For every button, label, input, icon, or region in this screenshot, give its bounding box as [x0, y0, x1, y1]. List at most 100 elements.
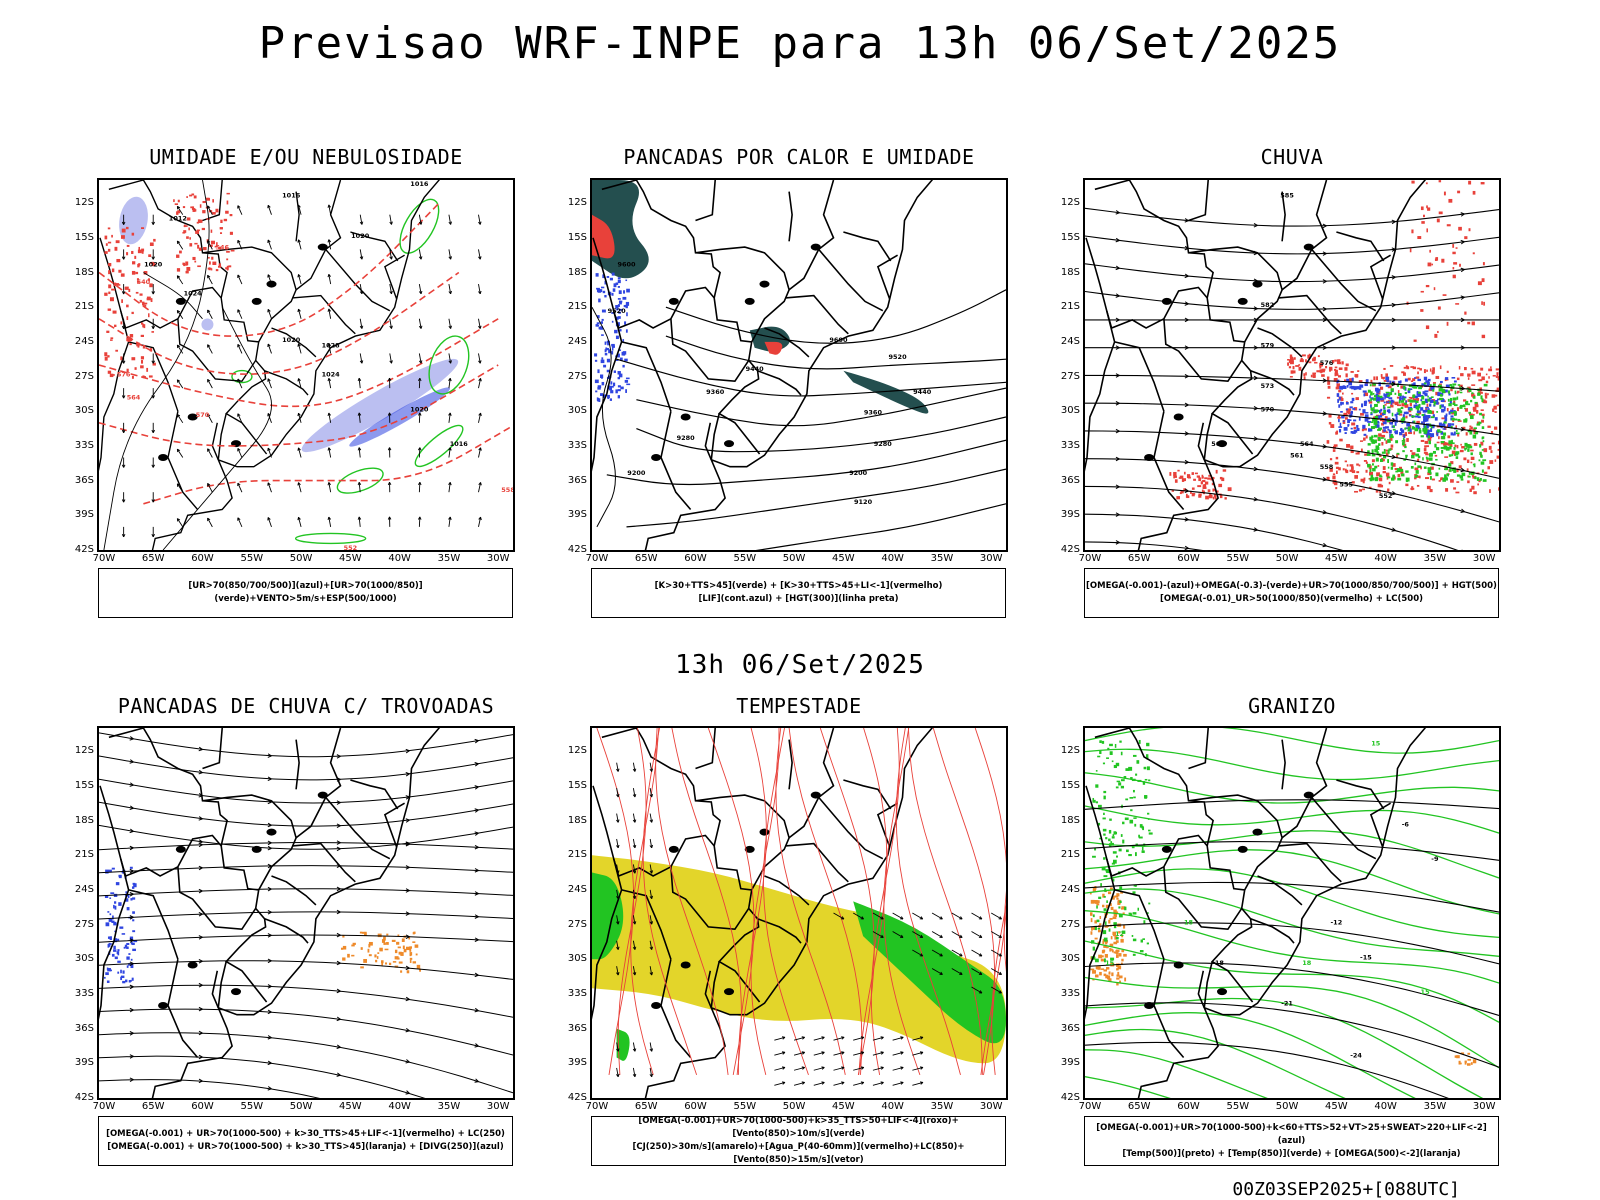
contour-label: 15 [1371, 739, 1381, 747]
rain-shading-red [1456, 445, 1459, 449]
rain-shading-red [1290, 370, 1294, 374]
rain-shading-red [1462, 426, 1466, 430]
rain-shading-blue [1428, 397, 1432, 400]
wind-vector [478, 283, 482, 295]
boundary-line [383, 802, 406, 848]
lifted-index-contour-blue [604, 294, 607, 298]
divergence-shading-blue [132, 882, 136, 885]
rain-shading-green [1412, 400, 1416, 403]
rain-shading-red [1481, 413, 1485, 417]
lake [810, 243, 821, 251]
rain-shading-blue [1389, 380, 1392, 385]
thunderstorm-shading-orange [400, 952, 404, 956]
wind-vector [971, 986, 983, 994]
wind-vector [971, 931, 983, 938]
rain-shading-blue [1347, 419, 1350, 424]
lifted-index-contour-blue [604, 349, 607, 353]
rain-shading-green [1472, 463, 1476, 466]
rain-shading-red [1427, 437, 1432, 441]
lon-tick-label: 60W [1177, 553, 1200, 564]
streamline-arrowhead [474, 844, 479, 850]
rain-shading-red [1303, 376, 1306, 380]
omega-shading-orange [1113, 941, 1118, 945]
thickness-contour-red [141, 248, 145, 252]
rain-shading-red [1471, 485, 1475, 490]
rain-shading-green [1415, 453, 1420, 457]
rain-shading-blue [1365, 379, 1369, 383]
rain-shading-red [1194, 472, 1198, 475]
rain-shading-red [1346, 444, 1351, 448]
streamline-arrowhead [474, 762, 479, 767]
temp-850-contour [1115, 831, 1118, 835]
lon-tick-label: 65W [141, 1101, 165, 1112]
divergence-shading-blue [119, 926, 124, 929]
rain-shading-blue [1445, 384, 1450, 388]
streamline-arrowhead [1460, 426, 1465, 432]
divergence-shading-blue [125, 891, 128, 894]
rain-shading-red [1458, 366, 1461, 370]
lifted-index-contour-blue [610, 382, 613, 385]
rain-shading-green [1403, 398, 1406, 401]
temp-850-contour [1098, 896, 1102, 900]
rain-shading-red [1433, 287, 1436, 291]
rain-shading-green [1481, 469, 1484, 473]
rain-shading-red [1431, 478, 1435, 481]
thickness-contour-red [104, 356, 108, 361]
lat-tick-label: 12S [567, 745, 587, 757]
thickness-contour-red [137, 344, 140, 348]
rain-shading-blue [1450, 415, 1454, 418]
divergence-shading-blue [111, 953, 115, 957]
lon-tick-label: 35W [1423, 553, 1447, 564]
rain-shading-red [1466, 468, 1469, 472]
rain-shading-green [1372, 383, 1376, 386]
wind-vector [649, 966, 654, 976]
rain-shading-green [1464, 447, 1468, 450]
omega-shading-orange [1094, 920, 1098, 924]
temp-500-contour [1085, 881, 1499, 913]
temp-850-contour [1109, 743, 1113, 747]
rain-shading-red [1360, 412, 1364, 416]
rain-shading-green [1476, 477, 1480, 481]
rain-shading-green [1483, 383, 1488, 387]
rain-shading-green [1394, 392, 1397, 395]
rain-shading-green [1459, 475, 1464, 479]
lifted-index-contour-blue [602, 274, 605, 279]
rain-shading-red [1408, 396, 1413, 399]
rain-shading-red [1412, 378, 1416, 382]
rain-shading-red [1411, 452, 1416, 456]
rain-shading-red [1219, 494, 1223, 499]
rain-shading-red [1185, 495, 1190, 498]
contour-label: 9280 [874, 440, 893, 448]
rain-shading-red [1358, 380, 1363, 383]
streamline-arrowhead [1322, 279, 1327, 284]
streamline-arrowhead [129, 892, 134, 897]
rain-shading-red [1426, 445, 1430, 448]
rain-shading-red [1453, 262, 1458, 265]
rain-shading-blue [1385, 384, 1390, 387]
thickness-contour-red [112, 310, 117, 314]
rain-shading-red [1425, 284, 1430, 288]
temp-850-contour [1146, 912, 1149, 914]
wind-vector [151, 388, 155, 399]
streamline-arrowhead [267, 958, 272, 964]
wind-vector [207, 309, 213, 319]
temp-850-contour [1148, 779, 1151, 782]
rain-shading-red [1355, 452, 1360, 455]
temp-850-contour [1108, 838, 1111, 842]
lifted-index-contour-blue [617, 385, 621, 388]
thickness-contour-red [144, 302, 148, 305]
thunderstorm-shading-orange [363, 958, 368, 963]
boundary-line [592, 858, 623, 1020]
streamline-arrowhead [474, 1007, 479, 1013]
rain-shading-blue [1430, 428, 1433, 432]
rain-shading-blue [1409, 414, 1411, 417]
rain-shading-red [1389, 437, 1393, 441]
rain-shading-green [1374, 465, 1378, 469]
temp-850-contour [1125, 768, 1130, 771]
rain-shading-green [1370, 421, 1374, 424]
rain-shading-red [1333, 444, 1338, 447]
divergence-shading-blue [128, 980, 131, 983]
rain-shading-red [1305, 359, 1307, 363]
omega-shading-orange [1095, 966, 1098, 970]
boundary-line [1188, 728, 1210, 770]
